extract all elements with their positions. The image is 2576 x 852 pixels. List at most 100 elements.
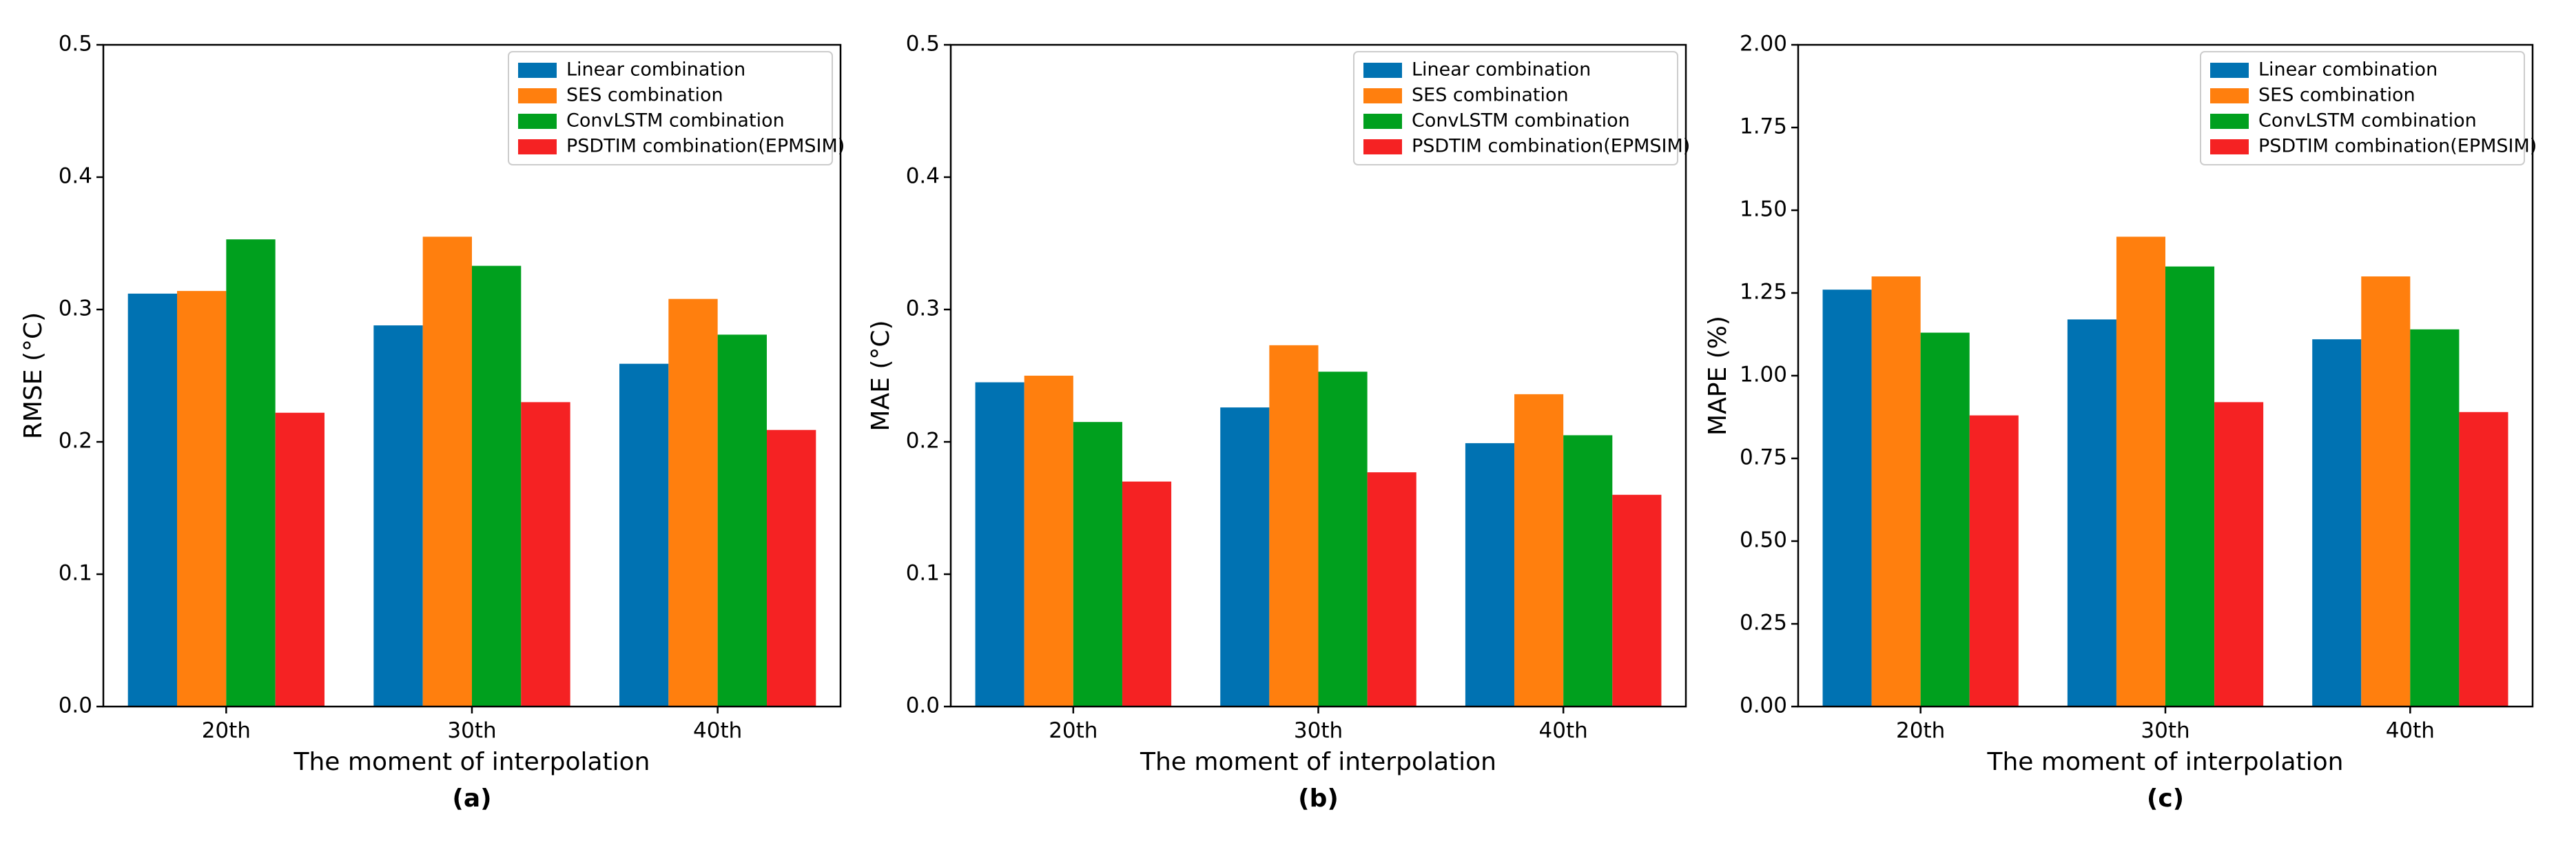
legend-label-ses-combination: SES combination	[2258, 85, 2415, 106]
y-tick-label: 1.00	[1740, 363, 1787, 387]
legend-swatch-ses-combination	[1363, 88, 1402, 103]
panel-label: (c)	[2147, 784, 2184, 813]
y-axis-title: MAE (°C)	[867, 320, 895, 431]
x-axis-title: The moment of interpolation	[1986, 748, 2343, 776]
bar-psdtim-combination-epmsim-30th	[521, 402, 570, 707]
x-tick-label: 40th	[693, 718, 742, 743]
bar-ses-combination-20th	[177, 291, 227, 707]
y-tick-label: 0.2	[906, 429, 940, 454]
bar-psdtim-combination-epmsim-30th	[2214, 402, 2264, 707]
x-tick-label: 20th	[1049, 718, 1098, 743]
legend-swatch-linear-combination	[1363, 63, 1402, 78]
legend-box	[2200, 51, 2525, 165]
panel-c: 0.00 0.25 0.50 0.75 1.00 1.25 1.50 1.75 2.00 20th…	[1704, 32, 2537, 813]
bar-linear-combination-40th	[619, 363, 669, 707]
bar-psdtim-combination-epmsim-20th	[1969, 415, 2019, 707]
legend-swatch-ses-combination	[2210, 88, 2249, 103]
legend-swatch-psdtim-combination-epmsim	[1363, 139, 1402, 154]
bar-linear-combination-40th	[1465, 443, 1515, 707]
panel-b: 0.0 0.1 0.2 0.3 0.4 0.5 20th 30th 40th The moment…	[867, 32, 1690, 813]
y-tick-label: 1.50	[1740, 197, 1787, 222]
bar-ses-combination-20th	[1024, 376, 1073, 707]
bar-linear-combination-20th	[1822, 290, 1872, 707]
bar-psdtim-combination-epmsim-40th	[767, 429, 816, 707]
bar-ses-combination-40th	[2361, 276, 2411, 707]
panel-label: (b)	[1298, 784, 1339, 813]
y-tick-label: 0.3	[906, 296, 940, 321]
x-tick-label: 40th	[1539, 718, 1588, 743]
legend-label-convlstm-combination: ConvLSTM combination	[1412, 110, 1630, 132]
legend-label-linear-combination: Linear combination	[566, 59, 745, 81]
bar-linear-combination-20th	[975, 382, 1024, 707]
legend-label-ses-combination: SES combination	[1412, 85, 1569, 106]
legend-label-psdtim-combination-epmsim: PSDTIM combination(EPMSIM)	[1412, 136, 1690, 157]
bar-linear-combination-30th	[373, 325, 423, 707]
y-tick-label: 0.2	[59, 429, 92, 454]
y-tick-label: 1.75	[1740, 114, 1787, 139]
legend: Linear combination SES combination ConvLST…	[1353, 51, 1690, 165]
bar-ses-combination-30th	[1269, 345, 1319, 707]
legend-label-linear-combination: Linear combination	[2258, 59, 2438, 81]
legend-swatch-psdtim-combination-epmsim	[518, 139, 557, 154]
bar-convlstm-combination-20th	[1920, 332, 1970, 707]
y-tick-label: 0.3	[59, 296, 92, 321]
panel-a: 0.0 0.1 0.2 0.3 0.4 0.5 20th 30th 40th The moment…	[19, 32, 845, 813]
y-tick-label: 0.1	[59, 561, 92, 586]
bar-psdtim-combination-epmsim-20th	[275, 412, 324, 707]
bar-ses-combination-40th	[668, 298, 718, 707]
y-tick-label: 0.0	[906, 693, 940, 718]
x-tick-label: 40th	[2386, 718, 2435, 743]
y-tick-label: 0.4	[59, 164, 92, 189]
legend-swatch-psdtim-combination-epmsim	[2210, 139, 2249, 154]
y-tick-label: 0.5	[906, 32, 940, 57]
y-tick-label: 0.00	[1740, 693, 1787, 718]
y-tick-label: 0.75	[1740, 445, 1787, 470]
bar-convlstm-combination-30th	[2165, 266, 2215, 707]
bar-ses-combination-20th	[1871, 276, 1921, 707]
bar-linear-combination-30th	[1220, 407, 1270, 707]
bar-convlstm-combination-20th	[226, 239, 276, 707]
legend-swatch-linear-combination	[2210, 63, 2249, 78]
legend: Linear combination SES combination ConvLST…	[508, 51, 845, 165]
y-axis-title: RMSE (°C)	[19, 312, 48, 439]
legend: Linear combination SES combination ConvLST…	[2200, 51, 2537, 165]
legend-swatch-linear-combination	[518, 63, 557, 78]
y-tick-label: 0.50	[1740, 528, 1787, 553]
bar-linear-combination-20th	[127, 293, 177, 707]
legend-label-convlstm-combination: ConvLSTM combination	[566, 110, 785, 132]
x-axis-title: The moment of interpolation	[293, 748, 650, 776]
bar-psdtim-combination-epmsim-40th	[1612, 494, 1662, 707]
bar-linear-combination-30th	[2067, 319, 2116, 707]
x-tick-label: 20th	[202, 718, 251, 743]
bar-ses-combination-30th	[422, 236, 472, 707]
legend-label-convlstm-combination: ConvLSTM combination	[2258, 110, 2477, 132]
legend-swatch-ses-combination	[518, 88, 557, 103]
panel-label: (a)	[452, 784, 491, 813]
bar-convlstm-combination-40th	[1563, 435, 1613, 707]
legend-swatch-convlstm-combination	[518, 114, 557, 129]
legend-box	[1353, 51, 1678, 165]
bar-linear-combination-40th	[2312, 339, 2362, 707]
y-tick-label: 1.25	[1740, 280, 1787, 305]
x-tick-label: 30th	[447, 718, 496, 743]
legend-label-psdtim-combination-epmsim: PSDTIM combination(EPMSIM)	[566, 136, 845, 157]
bar-psdtim-combination-epmsim-40th	[2459, 412, 2508, 707]
y-tick-label: 0.1	[906, 561, 940, 586]
legend-swatch-convlstm-combination	[1363, 114, 1402, 129]
bar-ses-combination-40th	[1514, 394, 1564, 707]
bar-convlstm-combination-30th	[472, 265, 522, 707]
x-tick-label: 20th	[1896, 718, 1945, 743]
legend-label-ses-combination: SES combination	[566, 85, 723, 106]
bar-convlstm-combination-30th	[1318, 372, 1368, 707]
x-tick-label: 30th	[2141, 718, 2189, 743]
bar-psdtim-combination-epmsim-20th	[1122, 481, 1172, 707]
bar-convlstm-combination-40th	[2410, 329, 2460, 707]
legend-label-linear-combination: Linear combination	[1412, 59, 1591, 81]
x-tick-label: 30th	[1294, 718, 1343, 743]
bar-ses-combination-30th	[2116, 236, 2165, 707]
y-tick-label: 0.0	[59, 693, 92, 718]
y-tick-label: 2.00	[1740, 32, 1787, 57]
legend-box	[508, 51, 833, 165]
legend-label-psdtim-combination-epmsim: PSDTIM combination(EPMSIM)	[2258, 136, 2537, 157]
